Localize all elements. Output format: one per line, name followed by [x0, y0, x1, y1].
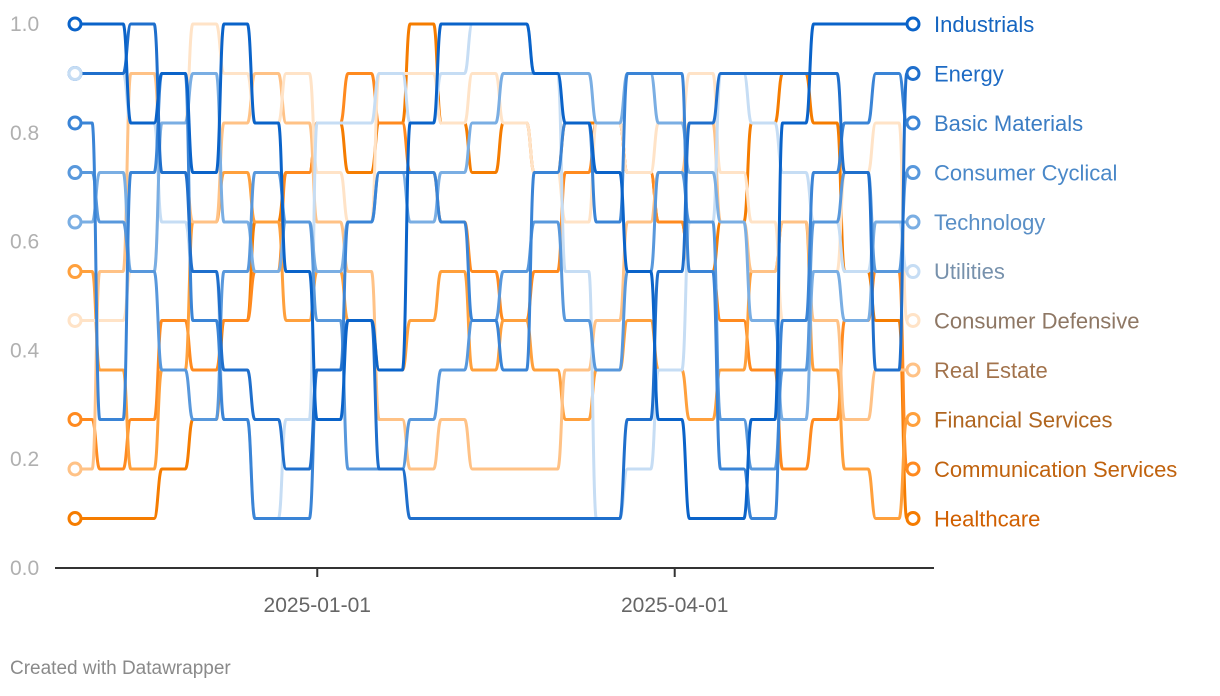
y-tick-label: 0.0	[10, 557, 39, 580]
series-end-marker	[905, 115, 921, 131]
series-end-marker	[905, 66, 921, 82]
series-end-marker	[905, 165, 921, 181]
credit-text: Created with Datawrapper	[10, 658, 231, 679]
series-labels: Industrials Energy Basic Materials Consumer…	[934, 12, 1177, 531]
series-start-marker	[67, 411, 83, 427]
series-end-marker	[905, 16, 921, 32]
series-start-marker	[67, 264, 83, 280]
series-end-marker	[905, 510, 921, 526]
series-end-marker	[905, 214, 921, 230]
series-start-marker	[67, 461, 83, 477]
series-line	[73, 72, 915, 520]
y-tick-label: 1.0	[10, 13, 39, 36]
y-tick-label: 0.6	[10, 231, 39, 254]
series-label: Industrials	[934, 12, 1034, 37]
series-start-marker	[67, 214, 83, 230]
y-tick-label: 0.4	[10, 339, 40, 362]
series-start-marker	[67, 66, 83, 82]
series-label: Healthcare	[934, 506, 1040, 531]
series-end-markers	[67, 16, 921, 526]
series-start-marker	[67, 115, 83, 131]
series-end-marker	[905, 411, 921, 427]
series-label: Consumer Cyclical	[934, 160, 1117, 185]
series-label: Financial Services	[934, 408, 1113, 433]
series-end-marker	[905, 264, 921, 280]
y-tick-label: 0.8	[10, 122, 39, 145]
y-tick-label: 0.2	[10, 448, 39, 471]
series-label: Basic Materials	[934, 111, 1083, 136]
series-line	[73, 171, 915, 520]
series-label: Consumer Defensive	[934, 309, 1139, 334]
series-start-marker	[67, 165, 83, 181]
series-label: Real Estate	[934, 358, 1048, 383]
series-lines	[73, 22, 915, 520]
series-start-marker	[67, 312, 83, 328]
series-label: Technology	[934, 210, 1045, 235]
series-start-marker	[67, 16, 83, 32]
series-start-marker	[67, 510, 83, 526]
x-tick-label: 2025-01-01	[264, 594, 371, 617]
series-end-marker	[905, 362, 921, 378]
series-end-marker	[905, 312, 921, 328]
x-axis: 2025-01-01 2025-04-01	[55, 567, 934, 617]
series-end-marker	[905, 461, 921, 477]
x-tick-label: 2025-04-01	[621, 594, 728, 617]
series-label: Utilities	[934, 259, 1005, 284]
series-line	[73, 171, 915, 471]
series-label: Communication Services	[934, 457, 1177, 482]
y-axis: 0.0 0.2 0.4 0.6 0.8 1.0	[10, 13, 40, 580]
series-line	[73, 72, 915, 421]
series-line	[73, 22, 915, 520]
series-label: Energy	[934, 61, 1004, 86]
